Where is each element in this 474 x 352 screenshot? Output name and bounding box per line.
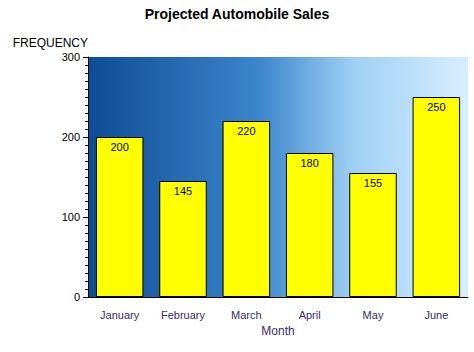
svg-text:Projected Automobile Sales: Projected Automobile Sales [145,6,330,22]
svg-text:0: 0 [74,291,80,303]
svg-text:February: February [161,309,206,321]
svg-text:155: 155 [364,177,382,189]
svg-text:January: January [100,309,140,321]
svg-text:200: 200 [62,131,80,143]
svg-text:FREQUENCY: FREQUENCY [13,36,88,50]
svg-text:200: 200 [110,141,128,153]
svg-text:March: March [231,309,262,321]
svg-text:220: 220 [237,125,255,137]
svg-text:250: 250 [427,101,445,113]
svg-text:300: 300 [62,51,80,63]
svg-text:180: 180 [300,157,318,169]
svg-text:June: June [424,309,448,321]
svg-text:April: April [299,309,321,321]
svg-text:Month: Month [261,324,294,338]
svg-text:100: 100 [62,211,80,223]
svg-text:145: 145 [174,185,192,197]
svg-text:May: May [363,309,384,321]
